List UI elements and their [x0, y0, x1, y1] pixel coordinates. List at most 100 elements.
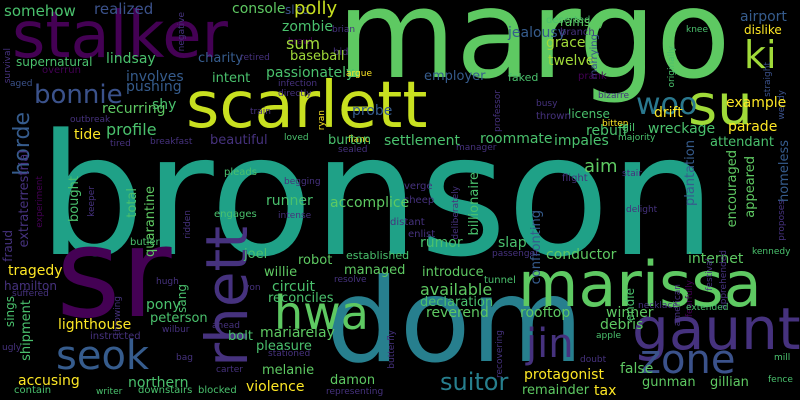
word-managed: managed — [344, 263, 406, 278]
word-tunnel: tunnel — [484, 275, 516, 286]
word-sang: sang — [175, 284, 189, 313]
word-shipment: shipment — [19, 300, 34, 361]
word-gillian: gillian — [710, 375, 749, 390]
word-passenger: passenger — [492, 249, 539, 259]
word-willie: willie — [264, 265, 298, 280]
word-prank: prank — [578, 71, 607, 82]
word-rooftop: rooftop — [520, 305, 571, 321]
word-su: su — [688, 73, 753, 138]
word-homeless: homeless — [777, 140, 792, 203]
word-roommate: roommate — [480, 131, 553, 147]
word-kennedy: kennedy — [752, 247, 791, 257]
word-ramsey: ramsey — [560, 15, 605, 29]
word-passionately: passionately — [266, 65, 355, 81]
word-reconciles: reconciles — [268, 291, 334, 306]
word-breakfast: breakfast — [150, 137, 193, 147]
word-straight: straight — [763, 62, 773, 97]
word-branch: branch — [560, 27, 595, 38]
word-sr: sr — [56, 202, 172, 346]
word-directly: directly — [278, 89, 312, 99]
word-probe: probe — [352, 103, 393, 119]
word-distant: distant — [390, 217, 425, 228]
word-knee: knee — [686, 25, 708, 35]
word-gil: gil — [622, 121, 636, 134]
word-ahead: ahead — [212, 321, 240, 331]
word-total: total — [125, 188, 140, 218]
word-tired: tired — [110, 139, 131, 149]
word-grace: grace — [546, 35, 586, 51]
word-begging: begging — [284, 177, 321, 187]
word-zombie: zombie — [282, 19, 333, 35]
word-false: false — [620, 361, 654, 377]
word-license: license — [568, 107, 610, 121]
word-employer: employer — [424, 69, 486, 84]
word-pushing: pushing — [126, 79, 182, 95]
word-twelve: twelve — [548, 53, 595, 69]
word-melanie: melanie — [262, 363, 315, 378]
word-bolt: bolt — [228, 329, 253, 344]
word-enlist: enlist — [408, 229, 436, 240]
word-joel: joel — [244, 247, 268, 262]
word-gunman: gunman — [642, 375, 696, 390]
word-margo: margo — [337, 0, 731, 106]
word-engages: engages — [214, 209, 257, 220]
word-introduce: introduce — [422, 265, 484, 280]
word-hugh: hugh — [156, 277, 179, 287]
word-dislike: dislike — [744, 23, 782, 37]
word-thrown: thrown — [536, 111, 571, 122]
word-stationed: stationed — [268, 349, 311, 359]
word-fence: fence — [768, 375, 793, 385]
word-wreckage: wreckage — [648, 121, 716, 137]
word-extended: extended — [686, 303, 729, 313]
word-dom: dom — [326, 254, 584, 389]
word-suffered: suffered — [12, 289, 49, 299]
word-keeper: keeper — [87, 186, 97, 217]
word-brawl: brawl — [288, 37, 313, 47]
word-billionaire: billionaire — [467, 172, 482, 236]
word-damon: damon — [330, 373, 376, 388]
word-extraterrestrial: extraterrestrial — [17, 150, 32, 248]
word-airport: airport — [740, 9, 787, 25]
word-conductor: conductor — [546, 247, 617, 263]
word-aim: aim — [584, 156, 618, 177]
word-remainder: remainder — [522, 383, 590, 398]
word-bizarre: bizarre — [598, 91, 630, 101]
word-plantation: plantation — [683, 140, 698, 207]
word-available: available — [420, 280, 493, 299]
word-sled: sled — [285, 3, 310, 17]
word-scarlett: scarlett — [186, 69, 428, 143]
word-ryan: ryan — [317, 110, 327, 131]
word-bronson: bronson — [38, 98, 717, 294]
word-intense: intense — [278, 211, 312, 221]
word-impales: impales — [554, 133, 609, 149]
word-example: example — [726, 95, 787, 111]
word-festival: festival — [705, 258, 715, 291]
word-sheep: sheep — [404, 195, 435, 206]
word-ki: ki — [744, 33, 777, 77]
word-contain: contain — [14, 385, 52, 396]
word-hamilton: hamilton — [4, 279, 57, 293]
word-accusing: accusing — [18, 373, 80, 389]
word-slap: slap — [498, 235, 527, 251]
word-sings: sings — [3, 296, 17, 328]
word-jin: jin — [526, 321, 574, 367]
word-encouraged: encouraged — [725, 150, 740, 228]
word-runner: runner — [266, 193, 313, 209]
word-peterson: peterson — [150, 311, 208, 326]
word-protagonist: protagonist — [524, 367, 604, 383]
word-hwa: hwa — [274, 286, 369, 340]
word-representing: representing — [326, 387, 384, 397]
word-northern: northern — [128, 375, 189, 391]
word-von: von — [244, 283, 261, 293]
word-tragedy: tragedy — [8, 263, 63, 279]
word-doubt: doubt — [580, 355, 607, 365]
word-bid: bid — [333, 47, 349, 58]
word-woo: woo — [636, 87, 698, 122]
word-bitten: bitten — [602, 119, 629, 129]
word-drift: drift — [654, 105, 683, 121]
word-recurring: recurring — [102, 101, 166, 117]
word-instructed: instructed — [90, 331, 141, 342]
word-stalker: stalker — [12, 0, 228, 73]
word-shy: shy — [152, 97, 177, 113]
